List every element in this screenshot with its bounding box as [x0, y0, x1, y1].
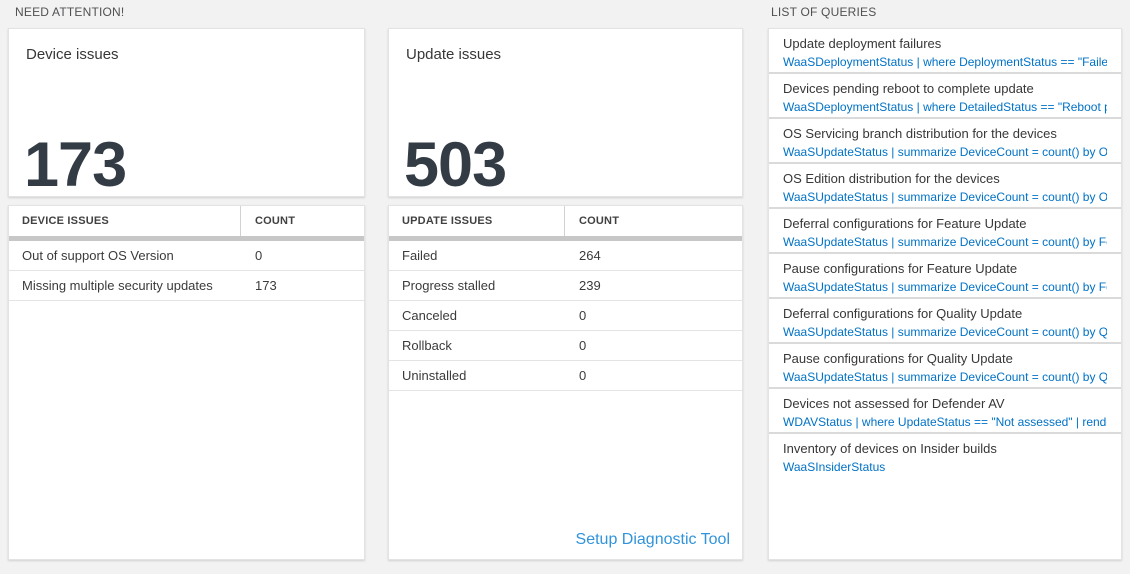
- query-item[interactable]: Devices not assessed for Defender AV WDA…: [769, 389, 1121, 434]
- device-issues-table: DEVICE ISSUES COUNT Out of support OS Ve…: [8, 205, 365, 560]
- query-title: Deferral configurations for Quality Upda…: [783, 306, 1023, 321]
- query-title: Inventory of devices on Insider builds: [783, 441, 997, 456]
- query-item[interactable]: OS Edition distribution for the devices …: [769, 164, 1121, 209]
- table-row[interactable]: Missing multiple security updates 173: [9, 271, 364, 301]
- query-code-link: WaaSDeploymentStatus | where DeploymentS…: [783, 55, 1107, 69]
- query-item[interactable]: Deferral configurations for Quality Upda…: [769, 299, 1121, 344]
- issue-cell: Failed: [402, 248, 438, 263]
- column-header-update-issues: UPDATE ISSUES: [389, 206, 565, 236]
- query-item[interactable]: Update deployment failures WaaSDeploymen…: [769, 29, 1121, 74]
- query-item[interactable]: Deferral configurations for Feature Upda…: [769, 209, 1121, 254]
- query-item[interactable]: Pause configurations for Feature Update …: [769, 254, 1121, 299]
- query-item[interactable]: OS Servicing branch distribution for the…: [769, 119, 1121, 164]
- grid-header-divider: [389, 236, 742, 241]
- device-issues-card-title: Device issues: [26, 46, 119, 63]
- count-cell: 0: [579, 368, 587, 383]
- query-title: OS Edition distribution for the devices: [783, 171, 1000, 186]
- list-of-queries-panel: Update deployment failures WaaSDeploymen…: [768, 28, 1122, 560]
- query-code-link: WaaSDeploymentStatus | where DetailedSta…: [783, 100, 1107, 114]
- query-code-link: WaaSUpdateStatus | summarize DeviceCount…: [783, 325, 1107, 339]
- query-title: Devices not assessed for Defender AV: [783, 396, 1005, 411]
- count-cell: 173: [255, 278, 277, 293]
- issue-cell: Canceled: [402, 308, 457, 323]
- setup-diagnostic-tool-link[interactable]: Setup Diagnostic Tool: [575, 531, 730, 548]
- update-issues-total: 503: [404, 130, 507, 200]
- update-issues-card-title: Update issues: [406, 46, 502, 63]
- count-cell: 264: [579, 248, 601, 263]
- need-attention-header: NEED ATTENTION!: [15, 5, 125, 19]
- query-code-link: WaaSInsiderStatus: [783, 460, 886, 474]
- query-title: Update deployment failures: [783, 36, 942, 51]
- count-cell: 0: [579, 308, 587, 323]
- column-header-device-issues: DEVICE ISSUES: [9, 206, 241, 236]
- table-row[interactable]: Progress stalled 239: [389, 271, 742, 301]
- table-row[interactable]: Rollback 0: [389, 331, 742, 361]
- query-code-link: WaaSUpdateStatus | summarize DeviceCount…: [783, 280, 1107, 294]
- query-title: Deferral configurations for Feature Upda…: [783, 216, 1027, 231]
- query-code-link: WaaSUpdateStatus | summarize DeviceCount…: [783, 235, 1107, 249]
- count-cell: 239: [579, 278, 601, 293]
- issue-cell: Uninstalled: [402, 368, 467, 383]
- list-of-queries-header: LIST OF QUERIES: [771, 5, 877, 19]
- device-issues-table-header: DEVICE ISSUES COUNT: [9, 206, 364, 236]
- column-header-count: COUNT: [255, 215, 296, 227]
- issue-cell: Rollback: [402, 338, 452, 353]
- query-title: Devices pending reboot to complete updat…: [783, 81, 1034, 96]
- query-code-link: WaaSUpdateStatus | summarize DeviceCount…: [783, 145, 1107, 159]
- grid-header-divider: [9, 236, 364, 241]
- issue-cell: Missing multiple security updates: [22, 278, 213, 293]
- column-header-count: COUNT: [579, 215, 620, 227]
- query-item[interactable]: Pause configurations for Quality Update …: [769, 344, 1121, 389]
- query-title: Pause configurations for Feature Update: [783, 261, 1018, 276]
- update-issues-table: UPDATE ISSUES COUNT Failed 264 Progress …: [388, 205, 743, 560]
- table-row[interactable]: Failed 264: [389, 241, 742, 271]
- count-cell: 0: [579, 338, 587, 353]
- issue-cell: Progress stalled: [402, 278, 496, 293]
- table-row[interactable]: Uninstalled 0: [389, 361, 742, 391]
- device-issues-card[interactable]: Device issues 173: [8, 28, 365, 197]
- update-issues-card[interactable]: Update issues 503: [388, 28, 743, 197]
- query-title: Pause configurations for Quality Update: [783, 351, 1013, 366]
- count-cell: 0: [255, 248, 263, 263]
- query-code-link: WDAVStatus | where UpdateStatus == "Not …: [783, 415, 1107, 429]
- update-issues-table-header: UPDATE ISSUES COUNT: [389, 206, 742, 236]
- query-item[interactable]: Inventory of devices on Insider builds W…: [769, 434, 1121, 559]
- table-row[interactable]: Canceled 0: [389, 301, 742, 331]
- table-row[interactable]: Out of support OS Version 0: [9, 241, 364, 271]
- query-item[interactable]: Devices pending reboot to complete updat…: [769, 74, 1121, 119]
- device-issues-total: 173: [24, 130, 127, 200]
- query-title: OS Servicing branch distribution for the…: [783, 126, 1057, 141]
- issue-cell: Out of support OS Version: [22, 248, 174, 263]
- query-code-link: WaaSUpdateStatus | summarize DeviceCount…: [783, 370, 1107, 384]
- query-code-link: WaaSUpdateStatus | summarize DeviceCount…: [783, 190, 1107, 204]
